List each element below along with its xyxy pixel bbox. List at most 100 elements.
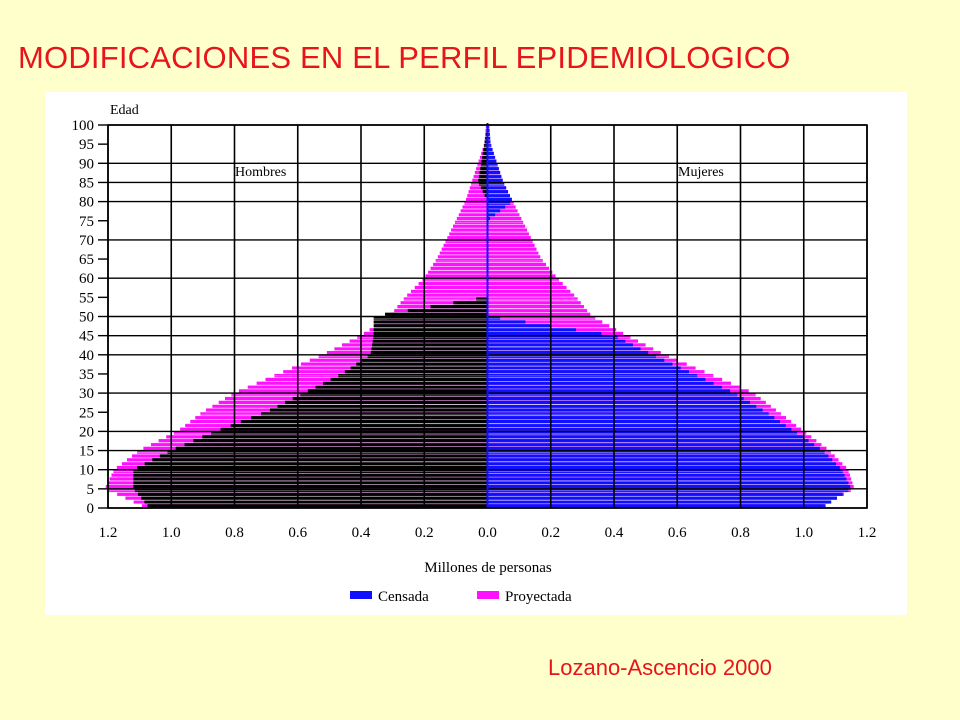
bar-hombres-censada — [144, 462, 488, 466]
bar-mujeres-censada — [487, 431, 798, 435]
bar-mujeres-censada — [487, 400, 750, 404]
bar-hombres-censada — [385, 312, 488, 316]
bar-hombres-censada — [147, 504, 488, 508]
bar-hombres-censada — [220, 427, 488, 431]
y-tick-label: 5 — [87, 482, 95, 498]
bar-mujeres-censada — [487, 358, 665, 362]
y-tick-label: 35 — [79, 367, 94, 383]
y-tick-label: 85 — [79, 175, 94, 191]
axes-layer: 0 5 10 15 20 25 30 35 40 45 50 55 60 65 70 75 80 85 90 95 10… — [72, 118, 877, 541]
bar-mujeres-censada — [487, 419, 781, 424]
legend: Censada Proyectada — [350, 589, 572, 605]
bar-mujeres-censada — [487, 140, 491, 144]
bar-mujeres-censada — [487, 193, 510, 198]
bar-mujeres-censada — [487, 381, 714, 385]
bar-mujeres-proyectada — [487, 224, 526, 228]
bar-hombres-censada — [144, 500, 488, 504]
bar-hombres-proyectada — [422, 278, 488, 282]
bar-mujeres-proyectada — [487, 216, 522, 221]
bar-mujeres-censada — [487, 350, 649, 355]
bar-mujeres-censada — [487, 446, 820, 450]
bar-mujeres-censada — [487, 331, 602, 336]
bar-mujeres-censada — [487, 469, 843, 473]
bar-mujeres-censada — [487, 136, 491, 140]
bar-hombres-proyectada — [414, 285, 488, 290]
bar-mujeres-proyectada — [487, 259, 543, 263]
bar-mujeres-proyectada — [487, 239, 533, 244]
bar-hombres-proyectada — [458, 213, 488, 217]
bar-hombres-proyectada — [462, 205, 488, 209]
bar-mujeres-censada — [487, 209, 501, 213]
bar-mujeres-censada — [487, 408, 763, 412]
bar-mujeres-proyectada — [487, 262, 547, 267]
bar-mujeres-censada — [487, 324, 551, 328]
bar-mujeres-censada — [487, 504, 826, 508]
bar-hombres-censada — [167, 450, 488, 454]
bar-hombres-censada — [483, 147, 488, 152]
bar-mujeres-proyectada — [487, 270, 553, 274]
bar-hombres-censada — [485, 136, 488, 140]
legend-swatch-proyectada — [477, 591, 499, 599]
bar-hombres-censada — [370, 350, 488, 355]
bar-hombres-proyectada — [464, 201, 488, 205]
bar-mujeres-censada — [487, 144, 492, 148]
bar-mujeres-censada — [487, 354, 657, 359]
bar-mujeres-proyectada — [487, 274, 556, 278]
bar-mujeres-censada — [487, 362, 673, 366]
bar-mujeres-censada — [487, 439, 809, 443]
bar-hombres-censada — [133, 477, 488, 481]
bar-hombres-censada — [152, 458, 488, 462]
bar-hombres-censada — [292, 396, 488, 401]
bar-mujeres-proyectada — [487, 316, 596, 320]
bar-hombres-censada — [330, 377, 488, 382]
bar-mujeres-censada — [487, 147, 493, 152]
bar-mujeres-proyectada — [487, 266, 550, 270]
x-tick-label: 0.6 — [288, 525, 307, 541]
x-tick-label: 0.0 — [478, 525, 497, 541]
x-tick-label: 0.4 — [605, 525, 624, 541]
bar-mujeres-proyectada — [487, 251, 539, 255]
bar-mujeres-censada — [487, 423, 786, 427]
bar-hombres-proyectada — [435, 259, 488, 263]
bar-hombres-censada — [250, 416, 488, 420]
bar-hombres-proyectada — [467, 193, 488, 198]
chart-panel: 0 5 10 15 20 25 30 35 40 45 50 55 60 65 70 75 80 85 90 95 10… — [45, 92, 907, 615]
bar-mujeres-censada — [487, 473, 845, 477]
bar-mujeres-proyectada — [487, 228, 528, 232]
bar-mujeres-censada — [487, 462, 837, 466]
x-tick-label: 0.2 — [541, 525, 560, 541]
y-tick-label: 65 — [79, 252, 94, 268]
bar-hombres-proyectada — [418, 282, 488, 286]
bar-mujeres-proyectada — [487, 293, 575, 297]
bar-mujeres-censada — [487, 366, 681, 370]
bar-hombres-censada — [478, 174, 488, 179]
bar-hombres-censada — [211, 431, 488, 435]
bar-mujeres-censada — [487, 205, 506, 209]
bar-mujeres-censada — [487, 481, 849, 485]
x-tick-label: 1.0 — [162, 525, 181, 541]
source-credit: Lozano-Ascencio 2000 — [548, 655, 772, 680]
bar-hombres-censada — [134, 488, 488, 493]
bar-mujeres-proyectada — [487, 289, 571, 293]
bar-mujeres-censada — [487, 389, 731, 393]
y-tick-label: 90 — [79, 156, 94, 172]
bar-hombres-proyectada — [485, 128, 488, 133]
bar-mujeres-censada — [487, 442, 815, 447]
bar-hombres-proyectada — [443, 243, 488, 247]
bar-hombres-censada — [367, 354, 488, 359]
y-tick-label: 60 — [79, 271, 94, 287]
bar-hombres-censada — [184, 442, 488, 447]
bar-mujeres-censada — [487, 492, 843, 496]
bar-hombres-proyectada — [468, 190, 488, 194]
bar-hombres-censada — [356, 362, 488, 366]
bar-mujeres-censada — [487, 450, 825, 454]
bar-hombres-proyectada — [451, 228, 488, 232]
bar-mujeres-censada — [487, 216, 491, 221]
bar-mujeres-censada — [487, 190, 509, 194]
mujeres-label: Mujeres — [678, 165, 724, 180]
bar-hombres-censada — [373, 335, 488, 339]
bar-hombres-censada — [430, 305, 488, 309]
bar-mujeres-proyectada — [487, 301, 581, 305]
bar-hombres-proyectada — [439, 251, 488, 255]
x-tick-label: 1.2 — [99, 525, 118, 541]
